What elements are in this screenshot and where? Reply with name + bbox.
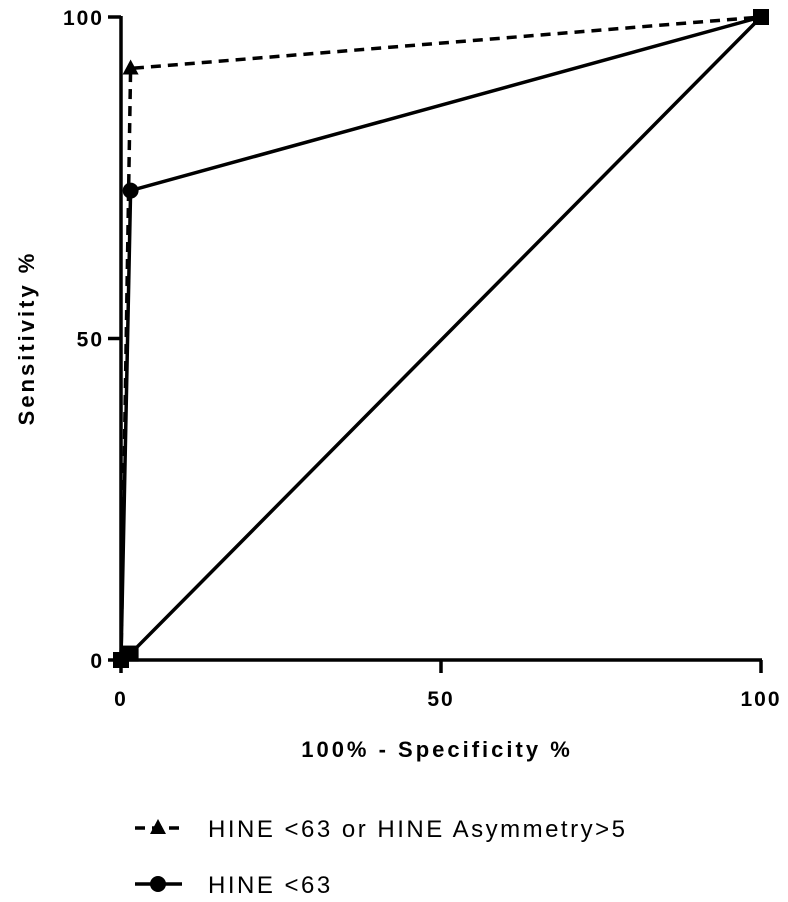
x-tick-label: 50: [427, 688, 454, 711]
series-1-point-3: [753, 9, 769, 25]
x-tick-label: 100: [740, 688, 781, 711]
plot-area: [113, 9, 769, 668]
x-axis-title: 100% - Specificity %: [301, 737, 573, 762]
series-2-point-2: [122, 182, 139, 199]
legend-label: HINE <63 or HINE Asymmetry>5: [208, 816, 627, 843]
x-ticks: 0 50 100: [114, 660, 781, 711]
y-tick-label: 50: [77, 329, 104, 352]
series-1-point-2: [122, 59, 139, 75]
y-axis-title: Sensitivity %: [14, 251, 39, 426]
y-tick-label: 0: [90, 650, 104, 673]
legend-item-2: HINE <63: [135, 872, 333, 899]
legend-marker: [150, 819, 166, 834]
x-tick-label: 0: [114, 688, 128, 711]
legend-marker: [150, 876, 166, 892]
legend-label: HINE <63: [208, 872, 333, 899]
legend: HINE <63 or HINE Asymmetry>5 HINE <63: [135, 816, 627, 899]
series-line-3: [120, 15, 763, 662]
y-tick-label: 100: [63, 7, 104, 30]
y-ticks: 0 50 100: [63, 7, 121, 673]
legend-item-1: HINE <63 or HINE Asymmetry>5: [135, 816, 627, 843]
